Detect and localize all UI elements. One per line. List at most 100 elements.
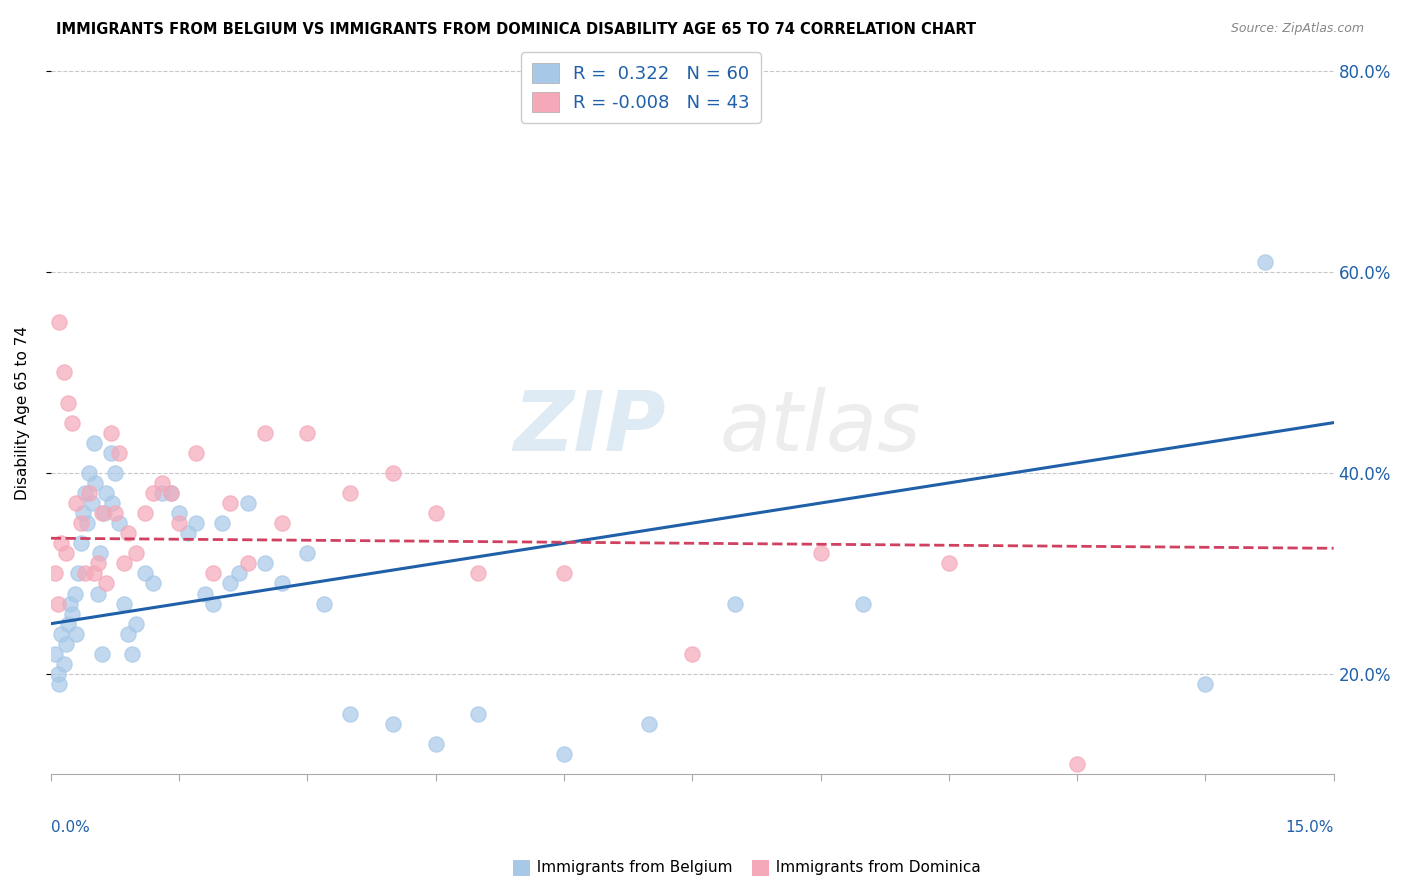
Point (60, 607, 83, 621)
Point (236, 557, 259, 571)
Point (202, 566, 225, 581)
Text: Source: ZipAtlas.com: Source: ZipAtlas.com (1230, 22, 1364, 36)
Point (219, 576, 242, 591)
Point (101, 496, 124, 510)
Point (83, 566, 105, 581)
Point (297, 546, 319, 560)
Point (67, 566, 90, 581)
Point (553, 747, 575, 762)
Point (194, 586, 217, 600)
Text: 0.0%: 0.0% (51, 820, 90, 835)
Point (1254, 254, 1277, 268)
Point (159, 486, 181, 500)
Point (96, 576, 118, 591)
Point (724, 597, 747, 611)
Point (93, 506, 115, 520)
Point (339, 486, 361, 500)
Point (56, 616, 79, 631)
Point (150, 475, 173, 490)
Point (46, 597, 69, 611)
Point (104, 506, 127, 520)
Point (63, 586, 86, 600)
Point (83, 435, 105, 450)
Point (117, 526, 139, 541)
Point (87, 557, 110, 571)
Point (253, 425, 276, 440)
Point (65, 496, 87, 510)
Point (112, 597, 135, 611)
Text: Immigrants from Belgium: Immigrants from Belgium (527, 860, 733, 874)
Point (167, 516, 190, 530)
Text: 15.0%: 15.0% (1285, 820, 1334, 835)
Point (117, 626, 139, 640)
Point (91, 506, 114, 520)
Point (1066, 757, 1088, 772)
Point (49, 536, 72, 550)
Point (76, 516, 98, 530)
Point (467, 566, 489, 581)
Point (270, 516, 292, 530)
Point (73, 566, 96, 581)
Point (425, 737, 447, 751)
Point (134, 566, 156, 581)
Point (381, 466, 404, 480)
Point (100, 446, 122, 460)
Point (59, 597, 82, 611)
Point (425, 506, 447, 520)
Text: ZIP: ZIP (513, 386, 666, 467)
Point (253, 557, 276, 571)
Point (134, 506, 156, 520)
Point (339, 707, 361, 722)
Point (49, 626, 72, 640)
Point (112, 557, 135, 571)
Point (125, 616, 148, 631)
Point (44, 647, 66, 661)
Point (159, 486, 181, 500)
Point (60, 416, 83, 430)
Point (553, 566, 575, 581)
Point (121, 647, 143, 661)
Point (55, 637, 77, 651)
Point (202, 597, 225, 611)
Point (52, 657, 75, 671)
Text: atlas: atlas (720, 386, 921, 467)
Point (381, 717, 404, 731)
Point (80, 496, 103, 510)
Point (91, 647, 114, 661)
Point (142, 486, 165, 500)
Point (167, 506, 190, 520)
Point (1194, 677, 1216, 691)
Point (938, 557, 960, 571)
Point (96, 486, 118, 500)
Point (48, 677, 70, 691)
Point (467, 707, 489, 722)
Point (44, 566, 66, 581)
Point (270, 576, 292, 591)
Point (681, 647, 703, 661)
Point (638, 717, 661, 731)
Point (65, 626, 87, 640)
Point (314, 597, 336, 611)
Text: IMMIGRANTS FROM BELGIUM VS IMMIGRANTS FROM DOMINICA DISABILITY AGE 65 TO 74 CORR: IMMIGRANTS FROM BELGIUM VS IMMIGRANTS FR… (56, 22, 976, 37)
Point (236, 496, 259, 510)
Point (186, 516, 208, 530)
Point (176, 526, 198, 541)
Point (48, 315, 70, 329)
Point (55, 546, 77, 560)
Point (125, 546, 148, 560)
Point (56, 395, 79, 409)
Point (69, 536, 91, 550)
Point (810, 546, 832, 560)
Y-axis label: Disability Age 65 to 74: Disability Age 65 to 74 (15, 326, 30, 500)
Point (89, 546, 111, 560)
Point (228, 566, 250, 581)
Point (108, 516, 131, 530)
Point (69, 516, 91, 530)
Point (100, 425, 122, 440)
Point (108, 446, 131, 460)
Point (150, 486, 173, 500)
Point (73, 486, 96, 500)
Point (79, 486, 101, 500)
Legend: R =  0.322   N = 60, R = -0.008   N = 43: R = 0.322 N = 60, R = -0.008 N = 43 (522, 53, 761, 123)
Point (87, 586, 110, 600)
